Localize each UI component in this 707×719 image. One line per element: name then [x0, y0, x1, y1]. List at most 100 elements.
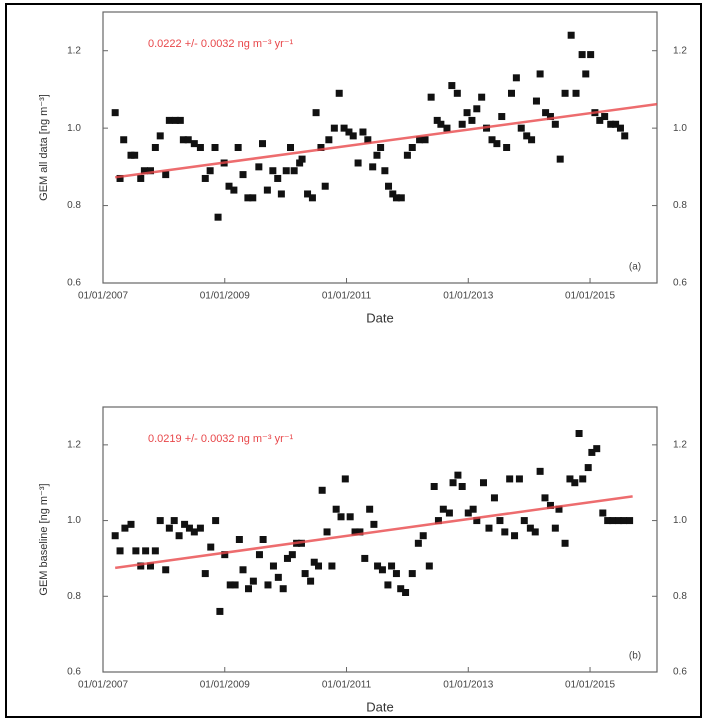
plot-frame [102, 11, 658, 284]
data-point [287, 144, 295, 151]
plot-frame [102, 406, 658, 673]
data-point [140, 167, 148, 175]
data-point [111, 109, 119, 117]
data-point [176, 116, 184, 124]
data-point [312, 109, 320, 117]
data-point [620, 517, 628, 525]
data-point [116, 174, 124, 182]
data-point [201, 174, 209, 182]
data-point [561, 89, 569, 97]
data-point [493, 140, 501, 148]
data-point [414, 539, 422, 547]
data-point [131, 151, 139, 159]
data-point [341, 475, 349, 483]
trend-line [115, 495, 633, 570]
data-point [498, 113, 506, 121]
data-point [239, 566, 247, 574]
data-point [601, 113, 609, 121]
x-tick-label: 01/01/2011 [322, 680, 372, 691]
data-point [298, 155, 306, 163]
data-point [566, 475, 574, 483]
data-point [349, 132, 357, 140]
data-point [277, 190, 285, 198]
data-point [403, 151, 411, 159]
data-point [389, 190, 397, 198]
annotation: 0.0219 +/- 0.0032 ng m⁻³ yr⁻¹ [148, 433, 294, 445]
x-tick-label: 01/01/2013 [443, 291, 493, 302]
data-point [443, 124, 451, 132]
data-point [234, 144, 242, 151]
data-point [370, 520, 378, 528]
data-point [434, 517, 442, 525]
data-point [206, 167, 214, 175]
data-point [321, 182, 329, 190]
data-point [356, 528, 364, 536]
data-point [244, 194, 252, 202]
data-point [317, 144, 325, 151]
data-point [588, 448, 596, 456]
y2-tick-label: 1.2 [673, 45, 687, 56]
data-point [578, 51, 586, 59]
y2-tick-label: 0.8 [673, 591, 687, 602]
y-tick-label: 0.8 [67, 200, 81, 211]
data-point [536, 467, 544, 475]
x-tick-label: 01/01/2013 [443, 680, 493, 691]
data-point [184, 136, 192, 144]
panel-label: (a) [629, 262, 641, 273]
data-point [515, 475, 523, 483]
data-point [604, 517, 612, 525]
data-point [421, 136, 429, 144]
data-point [156, 517, 164, 525]
data-point [361, 554, 369, 562]
data-point [599, 509, 607, 517]
data-point [454, 471, 462, 479]
data-point [335, 89, 343, 97]
data-point [546, 501, 554, 509]
y-axis-title: GEM all data [ng m⁻³] [38, 94, 50, 201]
data-point [249, 577, 257, 585]
data-point [485, 524, 493, 532]
data-point [308, 194, 316, 202]
data-point [469, 505, 477, 513]
data-point [392, 194, 400, 202]
data-point [501, 528, 509, 536]
data-point [520, 517, 528, 525]
data-point [531, 528, 539, 536]
data-point [239, 171, 247, 179]
data-point [384, 581, 392, 589]
data-point [408, 570, 416, 578]
data-point [378, 566, 386, 574]
data-point [190, 140, 198, 148]
y-tick-label: 1.2 [67, 45, 81, 56]
data-point [345, 128, 353, 136]
x-tick-label: 01/01/2007 [78, 291, 128, 302]
data-point [337, 513, 345, 521]
y-tick-label: 1.0 [67, 123, 81, 134]
data-point [496, 517, 504, 525]
panel: 0.6 0.8 1.0 1.2 0.6 0.8 1.0 1.2 01/01/2007 01/01/… [38, 11, 687, 325]
data-point [621, 132, 629, 140]
data-point [575, 430, 583, 437]
data-point [351, 528, 359, 536]
data-point [612, 120, 620, 128]
data-point [541, 494, 549, 502]
data-point [296, 159, 304, 167]
data-point [626, 517, 634, 525]
data-point [185, 524, 193, 532]
y-tick-label: 0.8 [67, 591, 81, 602]
data-point [332, 505, 340, 513]
data-point [551, 120, 559, 128]
data-point [259, 536, 267, 543]
trend-line [115, 102, 658, 179]
data-point [479, 479, 487, 487]
data-point [249, 194, 257, 202]
data-point [453, 89, 461, 97]
data-point [315, 562, 323, 570]
data-point [556, 155, 564, 163]
data-point [221, 551, 229, 559]
data-point [373, 151, 381, 159]
data-point [137, 174, 145, 182]
data-point [245, 585, 253, 593]
data-point [120, 136, 128, 144]
